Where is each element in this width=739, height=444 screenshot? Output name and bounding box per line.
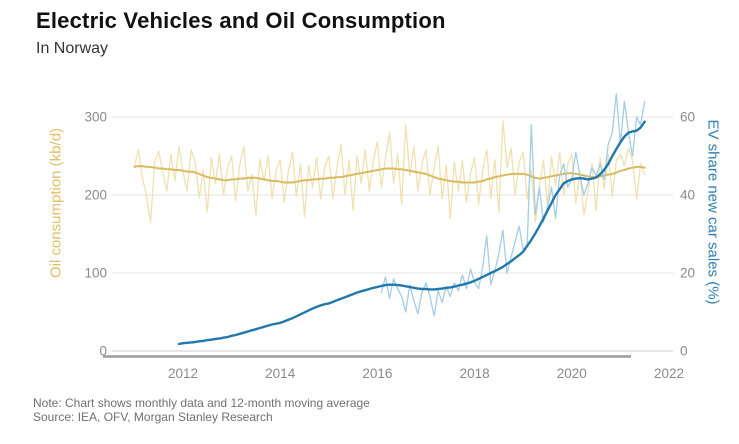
- x-axis-tick-label: 2022: [653, 366, 685, 381]
- x-axis-tick-label: 2016: [362, 366, 393, 381]
- series-line-oil-consumption-monthly-kb-d-: [133, 120, 646, 223]
- left-axis-tick-label: 200: [84, 187, 107, 203]
- chart-source: Source: IEA, OFV, Morgan Stanley Researc…: [33, 410, 273, 424]
- right-axis-label: EV share new car sales (%): [704, 119, 722, 305]
- right-axis-tick-label: 40: [680, 187, 696, 203]
- series-line-ev-share-new-car-sales-monthly-: [380, 92, 646, 317]
- right-axis-tick-label: 60: [680, 109, 696, 125]
- left-axis-label: Oil consumption (kb/d): [47, 127, 65, 279]
- right-axis-tick-label: 0: [680, 343, 688, 359]
- x-axis-tick-label: 2018: [459, 366, 490, 381]
- right-axis-tick-label: 20: [680, 265, 696, 281]
- series-line-ev-share-new-car-sales-12-month-moving-average-: [177, 120, 646, 346]
- chart-title: Electric Vehicles and Oil Consumption: [36, 8, 446, 33]
- x-axis-tick-label: 2012: [167, 366, 199, 381]
- x-axis-tick-label: 2020: [556, 366, 587, 381]
- chart-subtitle: In Norway: [36, 40, 109, 57]
- left-axis-tick-label: 300: [84, 109, 107, 125]
- x-axis-tick-label: 2014: [265, 366, 296, 381]
- left-axis-tick-label: 0: [99, 343, 107, 359]
- chart-note: Note: Chart shows monthly data and 12-mo…: [33, 396, 370, 410]
- left-axis-tick-label: 100: [84, 265, 107, 281]
